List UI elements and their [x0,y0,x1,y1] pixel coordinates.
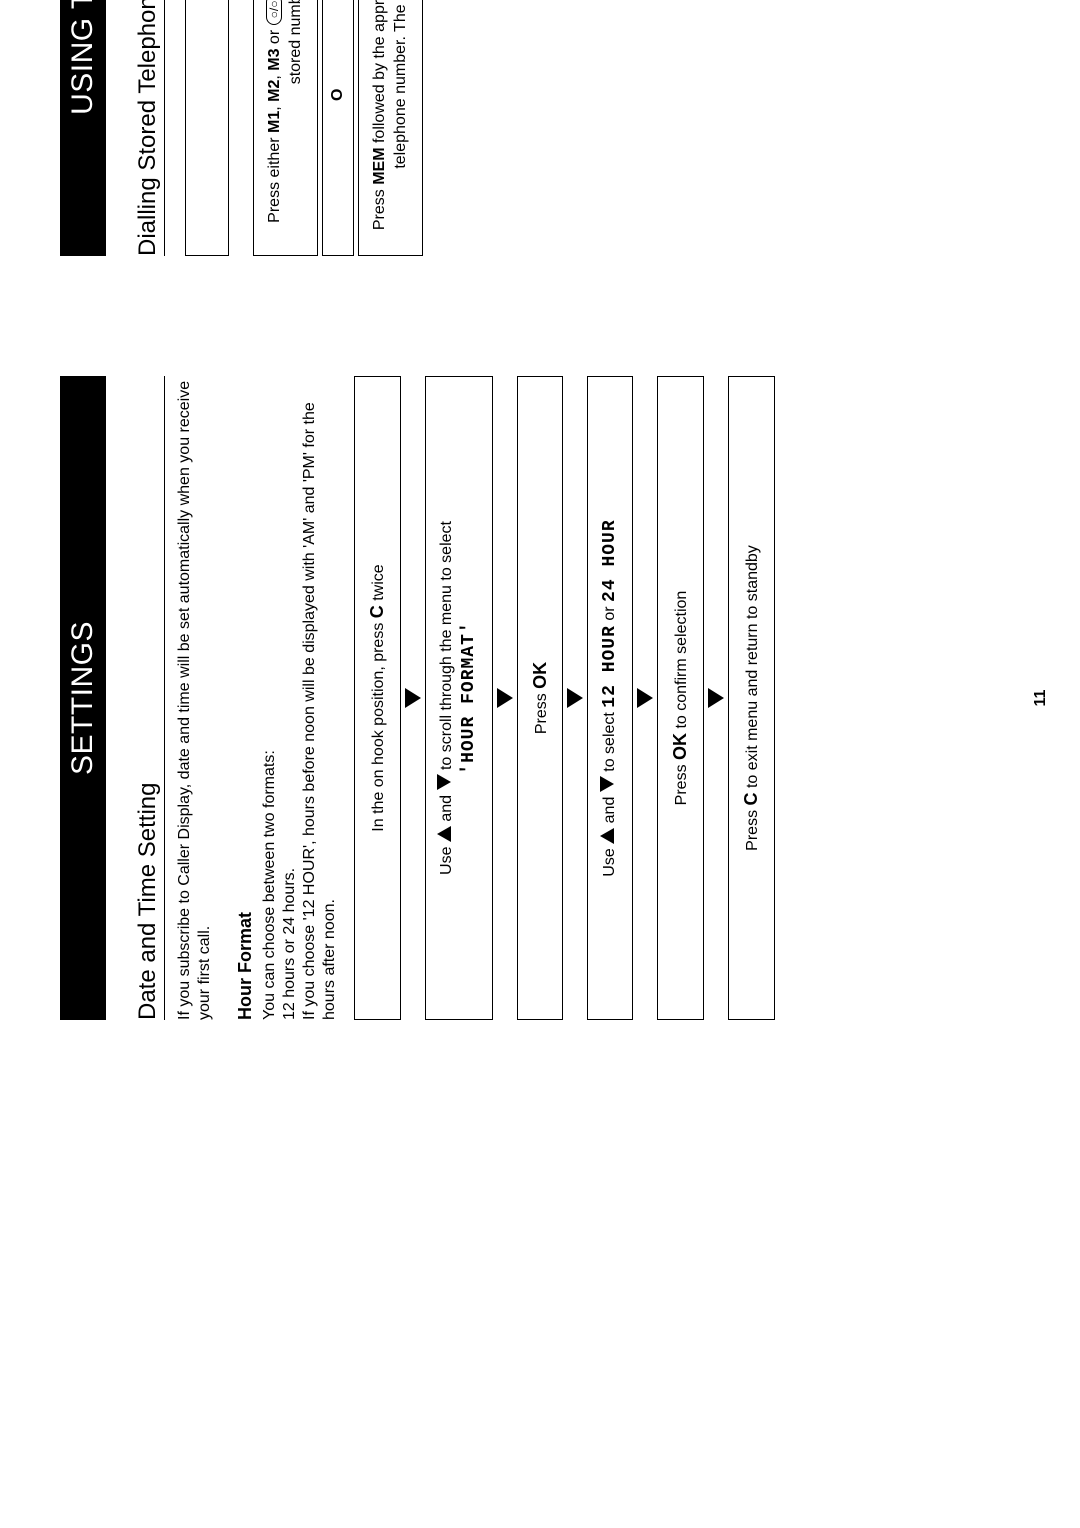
step5-text-b: to confirm selection [673,591,690,733]
r-step2-s1: , [266,102,283,111]
r-step3-a: Press [371,185,388,230]
step6-text-a: Press [744,805,761,850]
triangle-down-icon [599,776,621,792]
r-step2-s3: or [266,25,283,48]
right-title-bar: USING THE TELEPHONE [60,0,106,256]
triangle-up-icon [436,826,458,842]
step-box-5: Press OK to confirm selection [657,376,704,1020]
r-step-box-2: Press either M1, M2, M3 or ○/○ to dial t… [253,0,318,256]
triangle-down-icon [436,774,458,790]
r-step3-mem: MEM [371,147,388,184]
arrow-down-icon [405,376,421,1020]
arrow-down-icon [708,376,724,1020]
step6-key-c: C [741,792,761,805]
step4-opt1: 12 HOUR [600,625,620,708]
r-step2-m2: M2 [266,80,283,102]
hour-format-line1: You can choose between two formats: [260,376,280,1020]
date-time-heading: Date and Time Setting [134,376,165,1020]
arrow-down-icon [497,376,513,1020]
arrow-down-icon [567,376,583,1020]
arrow-down-icon [233,0,249,256]
step1-text-a: In the on hook position, press [370,618,387,831]
step4-text-c: to select [601,708,618,776]
step-box-3: Press OK [517,376,564,1020]
step4-opt2: 24 HOUR [600,519,620,602]
step5-key-ok: OK [670,733,690,760]
left-title-bar: SETTINGS [60,376,106,1020]
hour-format-line2: 12 hours or 24 hours. [280,376,300,1020]
step-box-4: Use and to select 12 HOUR or 24 HOUR [587,376,633,1020]
r-step2-m3: M3 [266,49,283,71]
r-step3-b: followed by the appropriate location key [371,0,388,147]
page-number-left: 11 [1032,316,1050,1080]
r-step2-a: Press either [266,133,283,223]
r-step-box-1: Lift the handset [185,0,229,256]
step-box-6: Press C to exit menu and return to stand… [728,376,775,1020]
arrow-down-icon [637,376,653,1020]
step1-key-c: C [367,605,387,618]
hour-format-heading: Hour Format [235,376,256,1020]
step-box-2: Use and to scroll through the menu to se… [425,376,493,1020]
step3-key-ok: OK [530,662,550,689]
r-step-box-3: Press MEM followed by the appropriate lo… [358,0,423,256]
or-cell-o: O [323,0,353,255]
step4-text-b: and [601,792,618,828]
triangle-up-icon [599,828,621,844]
step1-text-b: twice [370,564,387,605]
r-step2-s2: , [266,71,283,80]
step4-or: or [601,602,618,625]
step-box-1: In the on hook position, press C twice [354,376,401,1020]
hour-format-line3: If you choose '12 HOUR', hours before no… [300,376,340,1020]
step2-menu-label: 'HOUR FORMAT' [459,621,479,774]
left-page: SETTINGS Date and Time Setting If you su… [0,316,1080,1080]
step5-text-a: Press [673,760,690,805]
step3-text-a: Press [533,689,550,734]
date-time-intro: If you subscribe to Caller Display, date… [175,376,215,1020]
step2-text-b: and [438,790,455,826]
r-step2-m1: M1 [266,111,283,133]
step2-text-c: to scroll through the menu to select [438,521,455,774]
or-row: O R [322,0,354,256]
step6-text-b: to exit menu and return to standby [744,545,761,792]
step2-text-a: Use [438,842,455,875]
page-number-right: 20 [1032,0,1050,316]
dialling-heading: Dialling Stored Telephone Numbers [134,0,165,256]
redial-icon: ○/○ [266,0,282,25]
right-page: USING THE TELEPHONE Dialling Stored Tele… [0,0,1080,316]
step4-text-a: Use [601,844,618,877]
